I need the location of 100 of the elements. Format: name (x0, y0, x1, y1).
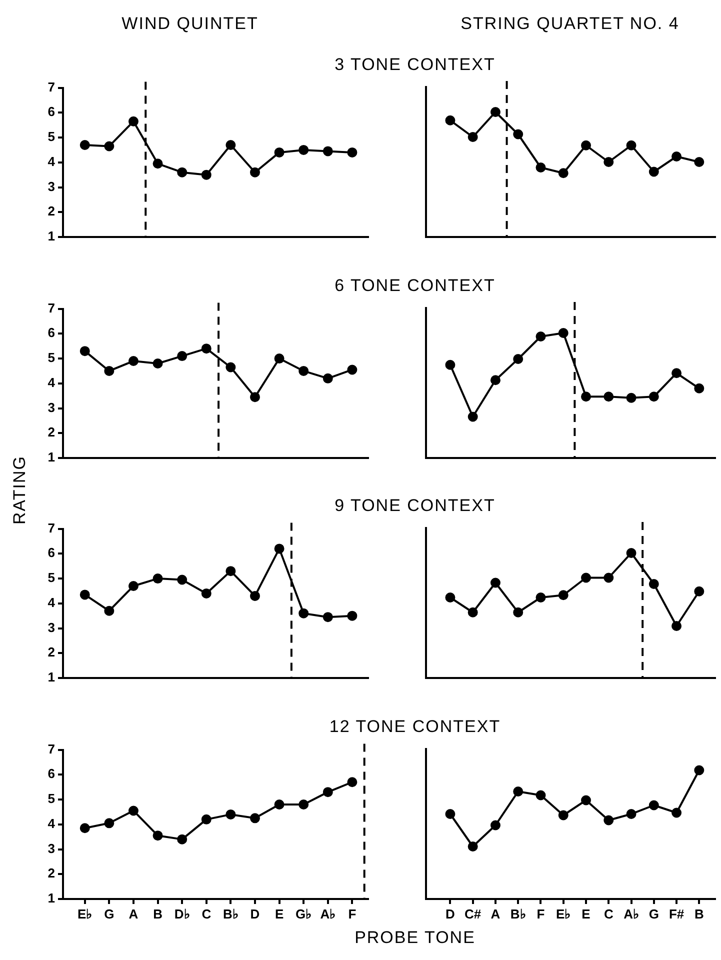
point (536, 790, 546, 800)
point (513, 786, 524, 796)
point (322, 787, 333, 798)
y-tick-label: 1 (48, 890, 55, 906)
point (80, 590, 90, 600)
point (581, 795, 592, 806)
point (558, 590, 568, 600)
text: 3 TONE CONTEXT (334, 55, 496, 75)
y-tick-label: 1 (48, 228, 55, 244)
y-tick-label: 6 (48, 325, 55, 340)
point (648, 166, 659, 177)
point (513, 129, 524, 140)
y-tick-label: 5 (48, 350, 55, 366)
point (490, 375, 500, 386)
x-tick-label: D (250, 906, 260, 922)
point (626, 548, 636, 558)
point (152, 358, 163, 369)
y-tick-label: 6 (48, 545, 55, 560)
point (298, 366, 309, 376)
point (226, 362, 236, 372)
x-tick-label: E♭ (556, 906, 571, 922)
y-tick-label: 3 (48, 840, 55, 856)
x-tick-label: C# (464, 906, 482, 922)
x-tick-label: F# (668, 906, 685, 922)
point (626, 392, 636, 403)
x-tick-label: B (694, 906, 704, 922)
point (490, 107, 500, 117)
text: 9 TONE CONTEXT (334, 496, 496, 516)
point (322, 373, 333, 384)
x-tick-label: G (648, 906, 659, 922)
point (648, 800, 659, 810)
y-axis-title: RATING (10, 456, 30, 524)
point (298, 144, 309, 155)
point (513, 354, 524, 364)
y-tick-label: 4 (48, 154, 56, 169)
text: 12 TONE CONTEXT (329, 717, 501, 737)
point (298, 800, 309, 810)
y-tick-label: 2 (48, 866, 55, 881)
point (128, 356, 138, 366)
point (513, 607, 524, 618)
point (80, 823, 90, 834)
y-tick-label: 4 (48, 816, 56, 831)
point (201, 344, 212, 354)
point (626, 140, 636, 150)
point (152, 574, 163, 584)
y-tick-label: 6 (48, 766, 55, 782)
y-tick-label: 2 (48, 204, 55, 219)
x-tick-label: D♭ (174, 906, 190, 922)
point (274, 354, 284, 364)
point (104, 141, 114, 152)
point (468, 607, 478, 618)
x-tick-label: F (348, 906, 356, 922)
chart-title: WIND QUINTET (122, 14, 258, 34)
point (104, 818, 114, 828)
x-tick-label: G♭ (296, 906, 312, 922)
point (128, 580, 138, 591)
point (536, 162, 546, 172)
point (558, 810, 568, 820)
x-tick-label: C (604, 906, 614, 922)
point (201, 170, 212, 180)
y-tick-label: 3 (48, 400, 55, 415)
point (347, 777, 358, 788)
point (558, 168, 568, 178)
point (104, 366, 114, 376)
point (604, 572, 614, 583)
point (672, 808, 682, 818)
point (201, 814, 212, 824)
point (558, 328, 568, 338)
point (128, 806, 138, 816)
point (152, 830, 163, 841)
point (694, 586, 704, 596)
point (604, 392, 614, 402)
point (274, 147, 284, 158)
point (536, 592, 546, 602)
point (274, 544, 284, 554)
point (581, 140, 592, 150)
y-tick-label: 2 (48, 644, 55, 660)
x-tick-label: B (153, 906, 162, 922)
point (250, 392, 260, 402)
x-tick-label: E (582, 906, 591, 922)
x-tick-label: D (446, 906, 455, 922)
point (672, 621, 682, 631)
point (648, 392, 659, 402)
chart-title: STRING QUARTET NO. 4 (460, 14, 680, 34)
x-tick-label: A♭ (624, 906, 639, 922)
point (536, 332, 546, 342)
y-tick-label: 7 (48, 300, 55, 316)
point (445, 115, 456, 126)
x-tick-label: A (490, 906, 501, 922)
point (581, 392, 592, 402)
point (177, 351, 188, 362)
y-tick-label: 7 (48, 79, 55, 94)
y-tick-label: 4 (48, 594, 56, 610)
point (250, 590, 260, 601)
y-tick-label: 6 (48, 104, 55, 120)
x-tick-label: E♭ (78, 906, 92, 922)
y-tick-label: 4 (48, 374, 56, 390)
y-tick-label: 3 (48, 178, 55, 194)
point (694, 383, 704, 394)
point (226, 140, 236, 150)
